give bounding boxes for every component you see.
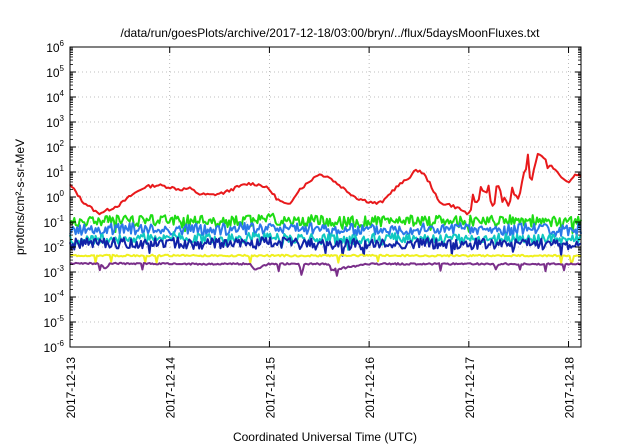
y-tick-label: 106 xyxy=(46,39,64,55)
series-line xyxy=(69,236,582,257)
y-tick-label: 10-4 xyxy=(44,289,65,305)
y-tick-label: 101 xyxy=(46,164,64,180)
series-line xyxy=(69,253,582,264)
chart-title: /data/run/goesPlots/archive/2017-12-18/0… xyxy=(121,26,541,40)
y-tick-label: 10-1 xyxy=(44,214,65,230)
y-tick-label: 10-3 xyxy=(44,264,65,280)
y-axis-label: protons/cm²-s-sr-MeV xyxy=(13,139,27,255)
y-tick-label: 102 xyxy=(46,139,64,155)
x-tick-label: 2017-12-16 xyxy=(363,357,377,419)
series-line xyxy=(69,261,582,277)
y-tick-label: 10-5 xyxy=(44,314,65,330)
x-tick-label: 2017-12-14 xyxy=(164,357,178,419)
y-tick-label: 105 xyxy=(46,64,64,80)
x-axis-label: Coordinated Universal Time (UTC) xyxy=(233,430,417,444)
series-layer xyxy=(69,152,582,277)
y-tick-label: 100 xyxy=(46,189,64,205)
y-tick-label: 104 xyxy=(46,89,64,105)
ticks-layer xyxy=(69,46,581,348)
x-tick-label: 2017-12-13 xyxy=(64,357,78,419)
x-tick-label: 2017-12-18 xyxy=(563,357,577,419)
y-tick-label: 10-6 xyxy=(44,339,65,355)
y-tick-label: 103 xyxy=(46,114,64,130)
series-line xyxy=(69,221,582,240)
y-tick-label: 10-2 xyxy=(44,239,65,255)
series-line xyxy=(69,152,582,216)
x-tick-label: 2017-12-17 xyxy=(463,357,477,419)
y-tick-labels: 10-6 10-5 10-4 10-3 10-2 10-1 100 101 102 103 104 1… xyxy=(44,39,65,355)
x-tick-label: 2017-12-15 xyxy=(263,357,277,419)
x-tick-labels: 2017-12-13 2017-12-14 2017-12-15 2017-12-16… xyxy=(64,357,577,419)
